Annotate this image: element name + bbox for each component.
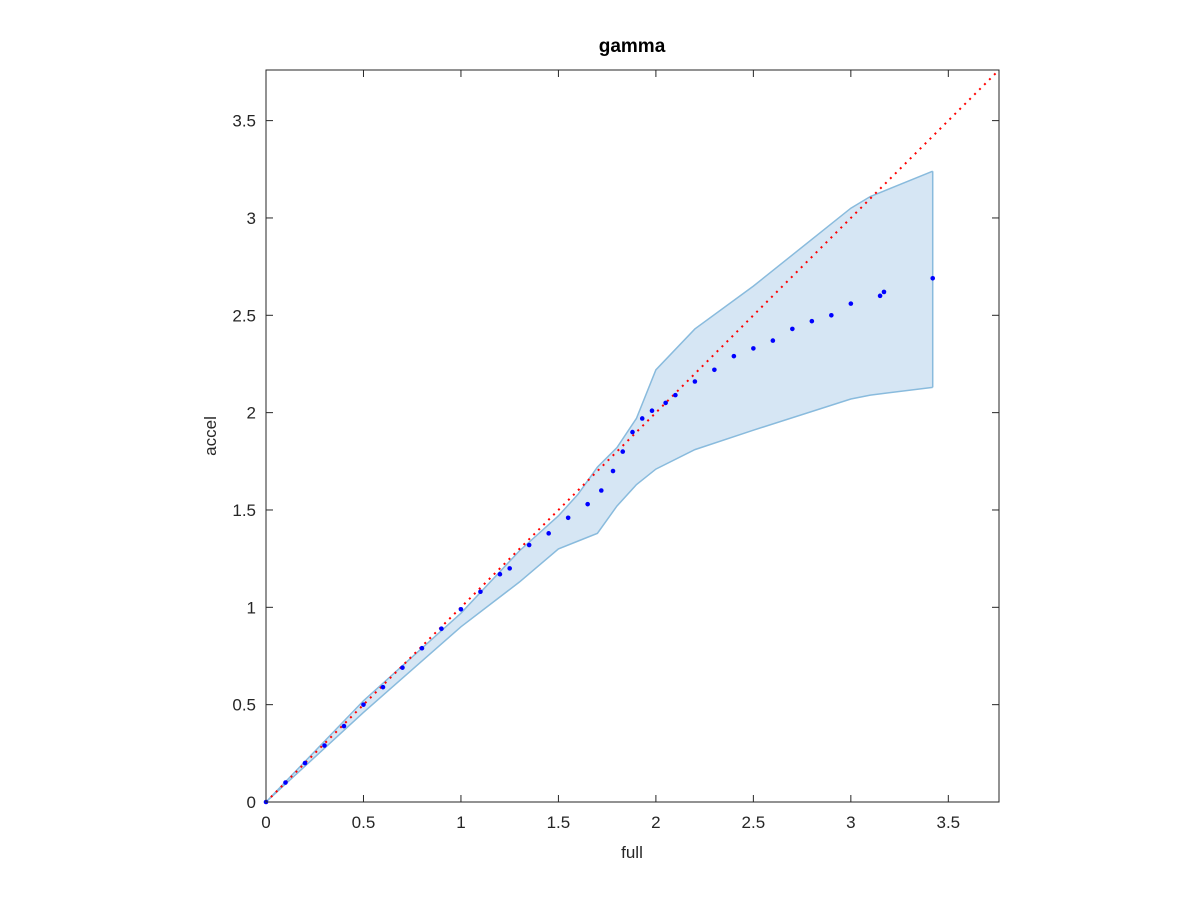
x-axis-label: full xyxy=(621,843,643,862)
data-point xyxy=(478,589,483,595)
y-tick-label: 3 xyxy=(247,209,256,228)
data-point xyxy=(439,626,444,632)
y-tick-label: 0.5 xyxy=(232,696,256,715)
data-point xyxy=(507,566,512,571)
data-point xyxy=(599,488,604,493)
y-tick-label: 1 xyxy=(247,598,256,617)
data-point xyxy=(419,645,425,651)
data-point xyxy=(361,702,366,707)
data-point xyxy=(322,743,327,748)
chart-title: gamma xyxy=(599,36,666,57)
data-point xyxy=(565,515,571,521)
band-fill xyxy=(266,171,933,803)
x-tick-label: 2 xyxy=(651,813,660,832)
data-point xyxy=(692,379,698,384)
x-tick-label: 3 xyxy=(846,813,855,832)
x-tick-label: 0 xyxy=(261,813,270,832)
x-tick-label: 3.5 xyxy=(936,813,960,832)
data-point xyxy=(649,408,655,413)
data-point xyxy=(630,429,635,435)
data-point xyxy=(790,326,795,332)
y-tick-label: 2 xyxy=(247,404,256,423)
data-point xyxy=(497,571,503,577)
y-tick-label: 0 xyxy=(247,793,256,812)
data-point xyxy=(639,416,645,421)
data-point xyxy=(731,353,737,359)
data-point xyxy=(458,606,464,612)
data-point xyxy=(751,346,756,351)
data-point xyxy=(380,684,386,690)
data-point xyxy=(877,293,883,299)
data-point xyxy=(829,312,834,318)
y-tick-label: 3.5 xyxy=(232,112,256,131)
data-point xyxy=(809,318,815,324)
y-axis-label: accel xyxy=(201,416,220,456)
data-point xyxy=(673,392,678,398)
data-point xyxy=(302,760,308,766)
data-point xyxy=(283,780,288,785)
axes-box xyxy=(265,69,1000,803)
data-point xyxy=(881,289,887,295)
y-tick-label: 2.5 xyxy=(232,306,256,325)
data-point xyxy=(770,338,776,343)
data-point xyxy=(546,531,551,536)
data-point xyxy=(930,276,936,281)
data-point xyxy=(620,449,626,454)
data-point xyxy=(663,400,668,406)
x-tick-label: 2.5 xyxy=(742,813,766,832)
data-point xyxy=(712,367,717,373)
data-point xyxy=(610,468,616,474)
band-edge xyxy=(265,386,933,803)
data-point xyxy=(400,665,405,670)
x-tick-label: 0.5 xyxy=(352,813,376,832)
data-point xyxy=(341,723,347,729)
data-point xyxy=(848,301,854,306)
x-tick-label: 1.5 xyxy=(547,813,571,832)
data-point xyxy=(585,501,590,507)
x-tick-label: 1 xyxy=(456,813,465,832)
data-point xyxy=(526,542,532,548)
y-tick-label: 1.5 xyxy=(232,501,256,520)
